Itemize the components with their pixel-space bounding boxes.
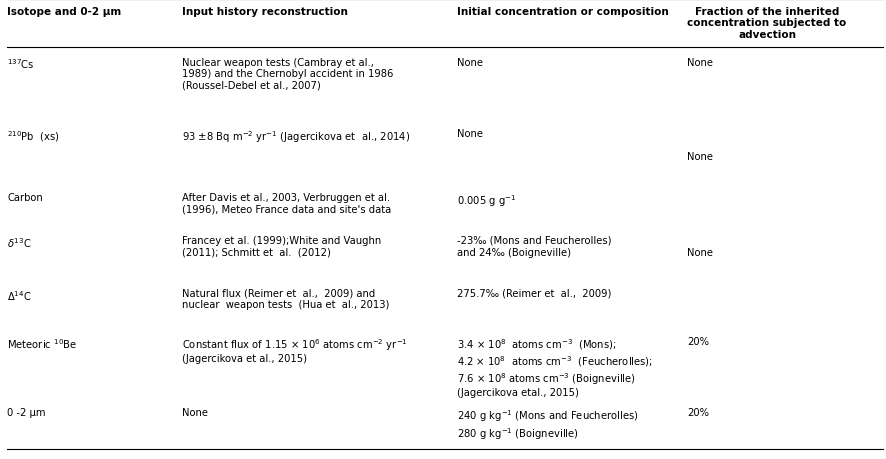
Text: Isotope and 0-2 μm: Isotope and 0-2 μm <box>7 7 121 17</box>
Text: -23‰ (Mons and Feucherolles)
and 24‰ (Boigneville): -23‰ (Mons and Feucherolles) and 24‰ (Bo… <box>456 235 610 257</box>
Text: After Davis et al., 2003, Verbruggen et al.
(1996), Meteo France data and site's: After Davis et al., 2003, Verbruggen et … <box>182 193 391 214</box>
Text: None: None <box>687 57 712 67</box>
Text: 275.7‰ (Reimer et  al.,  2009): 275.7‰ (Reimer et al., 2009) <box>456 288 610 298</box>
Text: $\Delta^{14}$C: $\Delta^{14}$C <box>7 288 32 302</box>
Text: Natural flux (Reimer et  al.,  2009) and
nuclear  weapon tests  (Hua et  al., 20: Natural flux (Reimer et al., 2009) and n… <box>182 288 389 310</box>
Text: Initial concentration or composition: Initial concentration or composition <box>456 7 668 17</box>
Text: 0 -2 μm: 0 -2 μm <box>7 408 45 418</box>
Text: $\delta^{13}$C: $\delta^{13}$C <box>7 235 32 249</box>
Text: Nuclear weapon tests (Cambray et al.,
1989) and the Chernobyl accident in 1986
(: Nuclear weapon tests (Cambray et al., 19… <box>182 57 392 90</box>
Text: $^{210}$Pb  (xs): $^{210}$Pb (xs) <box>7 129 59 143</box>
Text: Fraction of the inherited
concentration subjected to
advection: Fraction of the inherited concentration … <box>687 7 846 40</box>
Text: 240 g kg$^{-1}$ (Mons and Feucherolles)
280 g kg$^{-1}$ (Boigneville): 240 g kg$^{-1}$ (Mons and Feucherolles) … <box>456 408 638 442</box>
Text: 20%: 20% <box>687 336 709 346</box>
Text: Meteoric $^{10}$Be: Meteoric $^{10}$Be <box>7 336 77 350</box>
Text: 93 ±8 Bq m$^{-2}$ yr$^{-1}$ (Jagercikova et  al., 2014): 93 ±8 Bq m$^{-2}$ yr$^{-1}$ (Jagercikova… <box>182 129 409 144</box>
Text: None: None <box>456 57 482 67</box>
Text: None: None <box>687 248 712 258</box>
Text: None: None <box>456 129 482 139</box>
Text: 0.005 g g$^{-1}$: 0.005 g g$^{-1}$ <box>456 193 516 208</box>
Text: None: None <box>182 408 207 418</box>
Text: 20%: 20% <box>687 408 709 418</box>
Text: Constant flux of 1.15 × 10$^{6}$ atoms cm$^{-2}$ yr$^{-1}$
(Jagercikova et al., : Constant flux of 1.15 × 10$^{6}$ atoms c… <box>182 336 407 364</box>
Text: Carbon: Carbon <box>7 193 43 203</box>
Text: Francey et al. (1999);White and Vaughn
(2011); Schmitt et  al.  (2012): Francey et al. (1999);White and Vaughn (… <box>182 235 381 257</box>
Text: Input history reconstruction: Input history reconstruction <box>182 7 347 17</box>
Text: 3.4 × 10$^{8}$  atoms cm$^{-3}$  (Mons);
4.2 × 10$^{8}$  atoms cm$^{-3}$  (Feuch: 3.4 × 10$^{8}$ atoms cm$^{-3}$ (Mons); 4… <box>456 336 652 397</box>
Text: $^{137}$Cs: $^{137}$Cs <box>7 57 35 71</box>
Text: None: None <box>687 151 712 162</box>
